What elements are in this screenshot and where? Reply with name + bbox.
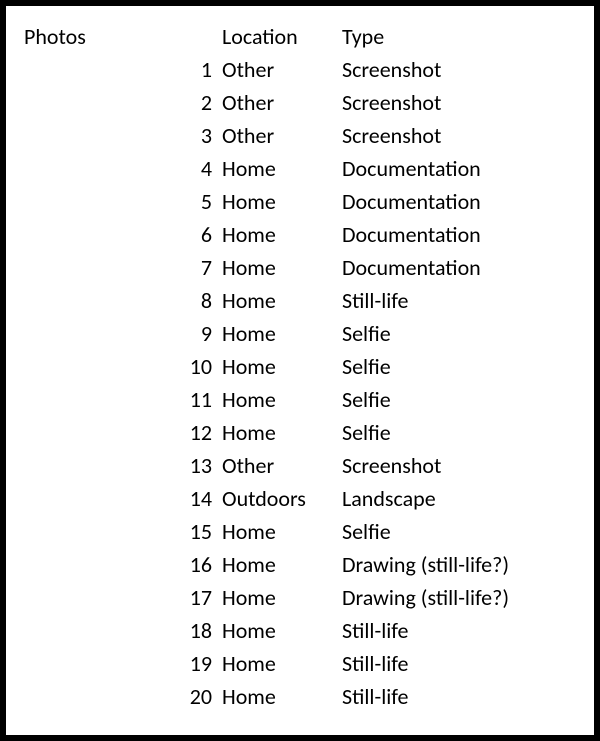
row-type: Still-life (342, 647, 578, 680)
row-type: Screenshot (342, 449, 578, 482)
row-location: Home (222, 515, 342, 548)
row-type: Selfie (342, 350, 578, 383)
row-index: 7 (22, 251, 222, 284)
row-type: Landscape (342, 482, 578, 515)
row-location: Home (222, 416, 342, 449)
row-location: Home (222, 614, 342, 647)
photos-table: Photos Location Type 1OtherScreenshot2Ot… (22, 20, 578, 713)
row-location: Other (222, 119, 342, 152)
row-location: Home (222, 152, 342, 185)
row-index: 19 (22, 647, 222, 680)
row-index: 1 (22, 53, 222, 86)
row-index: 20 (22, 680, 222, 713)
row-index: 3 (22, 119, 222, 152)
row-index: 10 (22, 350, 222, 383)
row-type: Selfie (342, 383, 578, 416)
row-type: Drawing (still-life?) (342, 581, 578, 614)
row-index: 4 (22, 152, 222, 185)
row-index: 5 (22, 185, 222, 218)
row-type: Drawing (still-life?) (342, 548, 578, 581)
row-location: Home (222, 350, 342, 383)
row-type: Documentation (342, 251, 578, 284)
row-index: 12 (22, 416, 222, 449)
document-frame: Photos Location Type 1OtherScreenshot2Ot… (0, 0, 600, 741)
row-index: 11 (22, 383, 222, 416)
row-index: 6 (22, 218, 222, 251)
row-location: Home (222, 251, 342, 284)
row-index: 8 (22, 284, 222, 317)
row-type: Still-life (342, 284, 578, 317)
row-index: 2 (22, 86, 222, 119)
row-location: Home (222, 581, 342, 614)
row-location: Home (222, 647, 342, 680)
row-type: Screenshot (342, 53, 578, 86)
row-type: Screenshot (342, 119, 578, 152)
row-type: Still-life (342, 614, 578, 647)
row-index: 16 (22, 548, 222, 581)
row-location: Home (222, 680, 342, 713)
row-index: 18 (22, 614, 222, 647)
row-index: 15 (22, 515, 222, 548)
column-header-location: Location (222, 20, 342, 53)
row-location: Other (222, 449, 342, 482)
row-location: Home (222, 383, 342, 416)
row-index: 17 (22, 581, 222, 614)
row-location: Home (222, 218, 342, 251)
row-location: Home (222, 317, 342, 350)
row-type: Documentation (342, 218, 578, 251)
row-index: 14 (22, 482, 222, 515)
column-header-type: Type (342, 20, 578, 53)
table-label: Photos (22, 20, 222, 53)
row-type: Documentation (342, 185, 578, 218)
row-index: 13 (22, 449, 222, 482)
row-location: Other (222, 53, 342, 86)
row-location: Home (222, 548, 342, 581)
row-type: Selfie (342, 515, 578, 548)
row-type: Documentation (342, 152, 578, 185)
row-type: Selfie (342, 317, 578, 350)
row-type: Still-life (342, 680, 578, 713)
row-location: Other (222, 86, 342, 119)
row-type: Selfie (342, 416, 578, 449)
row-location: Home (222, 284, 342, 317)
row-location: Home (222, 185, 342, 218)
row-location: Outdoors (222, 482, 342, 515)
row-type: Screenshot (342, 86, 578, 119)
row-index: 9 (22, 317, 222, 350)
